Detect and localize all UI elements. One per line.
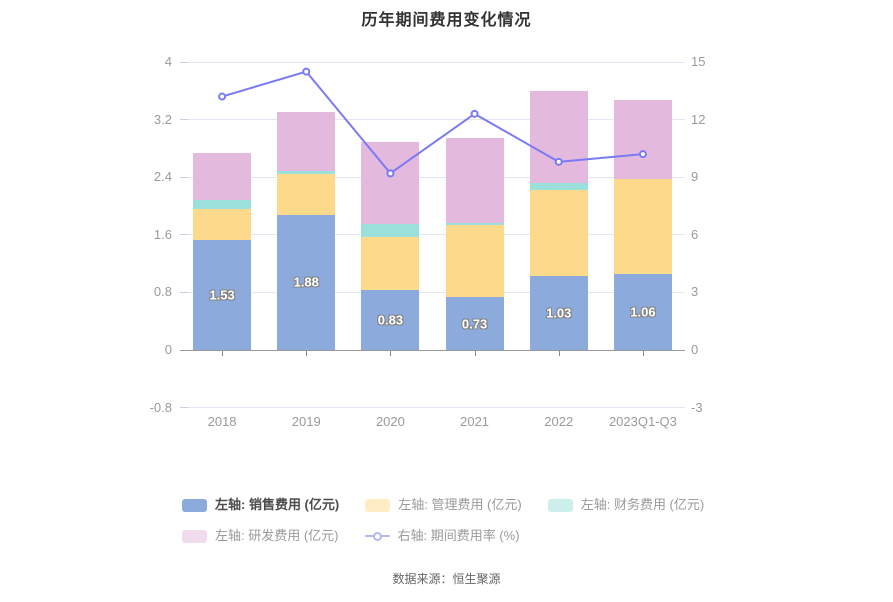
- x-axis-line: [180, 349, 685, 351]
- x-axis-tick: [558, 351, 560, 356]
- y-axis-label-left: 0: [164, 342, 172, 357]
- legend-label-rate: 右轴: 期间费用率 (%): [397, 528, 520, 543]
- bar-segment-management-2023Q1-Q3[interactable]: [613, 179, 672, 274]
- y-axis-label-left: 3.2: [153, 111, 172, 127]
- legend-row-1: 左轴: 销售费用 (亿元) 左轴: 管理费用 (亿元) 左轴: 财务费用 (亿元): [182, 498, 704, 512]
- legend-swatch-finance-icon: [547, 498, 573, 512]
- legend-row-2: 左轴: 研发费用 (亿元) 右轴: 期间费用率 (%): [182, 529, 520, 543]
- y-axis-label-right: 3: [691, 284, 699, 300]
- bar-segment-management-2022[interactable]: [529, 190, 588, 276]
- gridline: [180, 119, 685, 121]
- bar-segment-sales-2021[interactable]: [445, 297, 504, 350]
- chart-title: 历年期间费用变化情况: [361, 12, 532, 29]
- bar-value-label: 1.06: [630, 304, 656, 320]
- x-axis-tick: [390, 351, 392, 356]
- y-axis-label-right: 0: [691, 342, 699, 357]
- bar-value-label: 1.03: [546, 305, 572, 321]
- y-axis-label-left: 4: [164, 54, 172, 69]
- y-axis-label-left: 2.4: [153, 169, 172, 185]
- legend-swatch-management-icon: [365, 498, 391, 512]
- legend-label-finance: 左轴: 财务费用 (亿元): [580, 497, 705, 512]
- rate-line-point-2021[interactable]: [470, 109, 479, 118]
- bar-segment-sales-2022[interactable]: [529, 275, 588, 350]
- x-axis-tick: [222, 351, 224, 356]
- bar-segment-rnd-2023Q1-Q3[interactable]: [613, 100, 672, 180]
- y-axis-label-left: 0.8: [153, 284, 172, 300]
- axis-tick-left: [180, 291, 188, 293]
- axis-tick-left: [180, 407, 188, 409]
- x-axis-label-2023Q1-Q3: 2023Q1-Q3: [608, 414, 677, 429]
- y-axis-label-right: 6: [691, 226, 699, 242]
- legend-item-finance[interactable]: 左轴: 财务费用 (亿元): [547, 497, 705, 512]
- y-axis-label-right: 9: [691, 169, 699, 185]
- bar-segment-sales-2023Q1-Q3[interactable]: [613, 273, 672, 350]
- legend-line-ring: [372, 531, 382, 541]
- data-source: 数据来源：恒生聚源: [392, 572, 501, 586]
- bar-segment-management-2020[interactable]: [361, 236, 420, 291]
- y-axis-label-right: -3: [691, 399, 703, 415]
- axis-tick-left: [180, 119, 188, 121]
- axis-tick-left: [180, 176, 188, 178]
- x-axis-label-2021: 2021: [460, 414, 490, 429]
- bar-segment-sales-2020[interactable]: [361, 290, 420, 350]
- bar-segment-finance-2020[interactable]: [361, 224, 420, 237]
- bar-segment-rnd-2018[interactable]: [193, 153, 252, 201]
- gridline: [180, 61, 685, 63]
- bar-segment-finance-2019[interactable]: [277, 170, 336, 175]
- y-axis-label-right: 12: [691, 111, 706, 127]
- bar-segment-finance-2022[interactable]: [529, 182, 588, 191]
- bar-segment-management-2019[interactable]: [277, 174, 336, 215]
- y-axis-label-left: -0.8: [149, 399, 172, 415]
- bar-segment-sales-2018[interactable]: [193, 239, 252, 350]
- axis-tick-left: [180, 234, 188, 236]
- x-axis-tick: [642, 351, 644, 356]
- legend-label-sales: 左轴: 销售费用 (亿元): [215, 497, 340, 512]
- rate-line-point-2019[interactable]: [302, 67, 311, 76]
- legend-line-marker-icon: [364, 530, 390, 543]
- legend-item-management[interactable]: 左轴: 管理费用 (亿元): [365, 498, 522, 512]
- bar-segment-management-2021[interactable]: [445, 224, 504, 298]
- y-axis-label-right: 15: [691, 54, 706, 69]
- legend-label-rnd: 左轴: 研发费用 (亿元): [215, 528, 339, 543]
- legend-item-rate[interactable]: 右轴: 期间费用率 (%): [364, 528, 520, 543]
- legend-swatch-sales-icon: [182, 498, 207, 512]
- gridline: [180, 407, 685, 409]
- bar-value-label: 1.53: [209, 287, 235, 303]
- legend-swatch-rnd-icon: [182, 529, 207, 543]
- rate-line-point-2018[interactable]: [218, 92, 227, 101]
- legend-item-rnd[interactable]: 左轴: 研发费用 (亿元): [182, 529, 339, 543]
- x-axis-tick: [474, 351, 476, 356]
- bar-value-label: 1.88: [293, 274, 319, 290]
- bar-segment-sales-2019[interactable]: [277, 214, 336, 350]
- legend-label-management: 左轴: 管理费用 (亿元): [398, 497, 522, 512]
- gridline: [180, 234, 685, 236]
- bar-segment-finance-2018[interactable]: [193, 200, 252, 209]
- bar-segment-rnd-2019[interactable]: [277, 111, 336, 171]
- y-axis-label-left: 1.6: [153, 226, 172, 242]
- gridline: [180, 176, 685, 178]
- bar-value-label: 0.83: [377, 312, 404, 328]
- gridline: [180, 291, 685, 293]
- legend-item-sales[interactable]: 左轴: 销售费用 (亿元): [182, 498, 339, 512]
- bar-segment-rnd-2020[interactable]: [361, 141, 420, 224]
- x-axis-tick: [306, 351, 308, 356]
- bar-segment-rnd-2021[interactable]: [445, 137, 504, 223]
- bar-segment-rnd-2022[interactable]: [529, 90, 588, 183]
- axis-tick-left: [180, 61, 188, 63]
- x-axis-label-2020: 2020: [375, 414, 405, 429]
- x-axis-label-2019: 2019: [291, 414, 321, 429]
- x-axis-label-2018: 2018: [207, 414, 237, 429]
- x-axis-label-2022: 2022: [544, 414, 574, 429]
- bar-segment-management-2018[interactable]: [193, 208, 252, 240]
- bar-value-label: 0.73: [461, 316, 488, 332]
- bar-segment-finance-2021[interactable]: [445, 222, 504, 225]
